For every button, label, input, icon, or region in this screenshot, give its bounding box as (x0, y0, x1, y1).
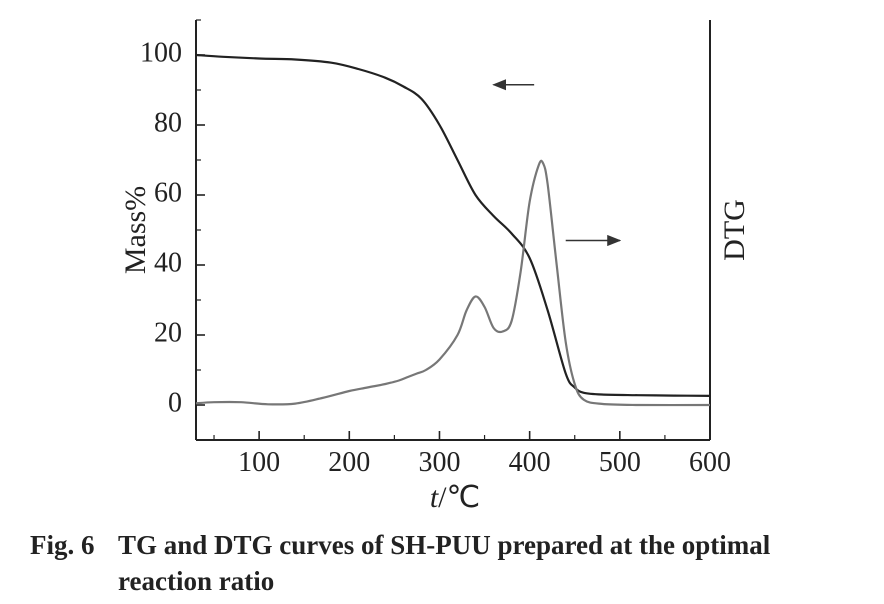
series-dtg-line (195, 159, 711, 407)
caption-text: TG and DTG curves of SH-PUU prepared at … (118, 530, 771, 596)
x-tick-label: 400 (509, 447, 551, 478)
series-layer (195, 53, 711, 407)
tg-dtg-chart: 0 20 40 60 80 100 100 200 300 400 500 600 Mass% DTG… (119, 19, 751, 514)
x-tick-label: 100 (238, 447, 280, 478)
x-axis-title-unit: /℃ (438, 481, 480, 514)
y-tick-label: 20 (154, 317, 182, 348)
y-tick-label: 40 (154, 247, 182, 278)
plot-axes (195, 20, 711, 441)
x-axis-title-variable: t (430, 481, 439, 514)
series-tg-line (195, 53, 711, 397)
y-tick-label: 60 (154, 177, 182, 208)
annotation-layer (492, 79, 622, 247)
axis-ticks: 0 20 40 60 80 100 100 200 300 400 500 600 (140, 19, 731, 478)
y-tick-label: 100 (140, 37, 182, 68)
x-tick-label: 600 (689, 447, 731, 478)
x-tick-label: 500 (599, 447, 641, 478)
figure-caption: Fig. 6 TG and DTG curves of SH-PUU prepar… (30, 527, 860, 599)
x-tick-label: 200 (328, 447, 370, 478)
y-tick-label: 0 (168, 387, 182, 418)
x-tick-label: 300 (418, 447, 460, 478)
caption-number: Fig. 6 (30, 530, 95, 560)
x-axis-title: t/℃ (430, 481, 480, 514)
y-tick-label: 80 (154, 107, 182, 138)
y-axis-title: Mass% (119, 186, 152, 274)
y-axis-right-title: DTG (718, 199, 751, 261)
